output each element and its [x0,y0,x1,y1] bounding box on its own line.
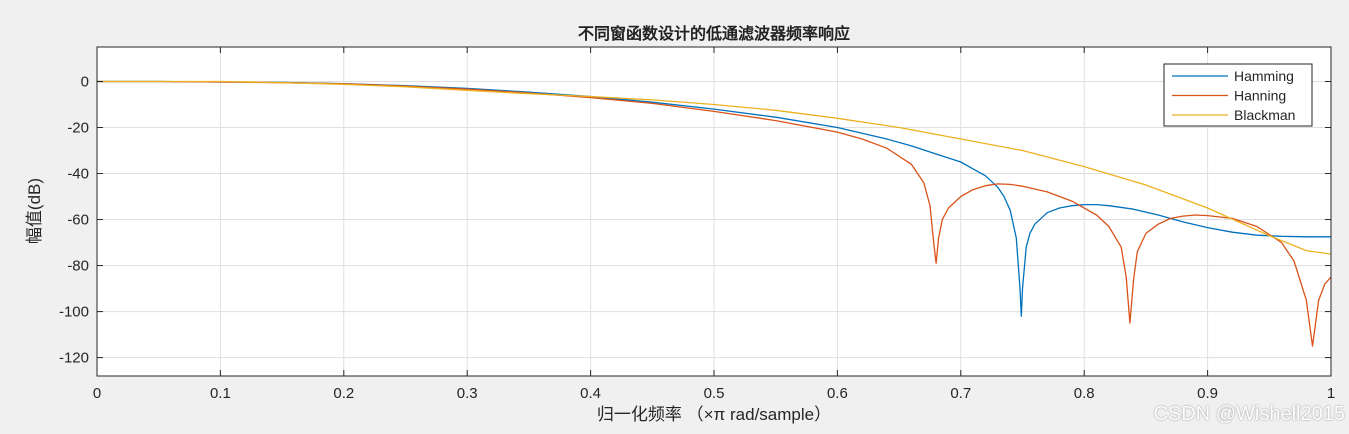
legend: Hamming Hanning Blackman [1163,63,1313,127]
x-tick-label: 0.1 [210,385,231,402]
y-tick-label: -120 [59,350,89,367]
legend-label-hamming: Hamming [1234,68,1294,84]
y-tick-label: -40 [67,166,89,183]
series-line-hamming [97,80,1331,317]
x-tick-label: 0.6 [827,385,848,402]
x-tick-label: 1 [1327,385,1335,402]
y-tick-label: -60 [67,212,89,229]
x-tick-label: 0.8 [1074,385,1095,402]
series-layer [97,80,1332,347]
x-tick-label: 0.4 [580,385,601,402]
x-tick-label: 0.5 [704,385,725,402]
x-tick-label: 0.3 [457,385,478,402]
x-tick-label: 0.2 [333,385,354,402]
watermark: CSDN @Wishell2015 [1153,403,1345,425]
series-line-blackman [97,80,1332,255]
x-axis-label: 归一化频率 （×π rad/sample） [597,405,831,424]
chart-title: 不同窗函数设计的低通滤波器频率响应 [578,24,850,43]
y-tick-label: -20 [67,120,89,137]
y-tick-label: -100 [59,304,89,321]
y-tick-label: -80 [67,258,89,275]
legend-label-blackman: Blackman [1234,107,1295,123]
legend-label-hanning: Hanning [1234,88,1286,104]
x-tick-label: 0.9 [1197,385,1218,402]
y-tick-label: 0 [81,74,89,91]
x-tick-label: 0 [93,385,101,402]
series-line-hanning [97,80,1332,347]
ticks: 0 0.1 0.2 0.3 0.4 0.5 0.6 0.7 0.8 0.9 1 0 -20 -40 -60 -… [59,47,1335,402]
y-axis-label: 幅值(dB) [25,178,44,244]
x-tick-label: 0.7 [950,385,971,402]
